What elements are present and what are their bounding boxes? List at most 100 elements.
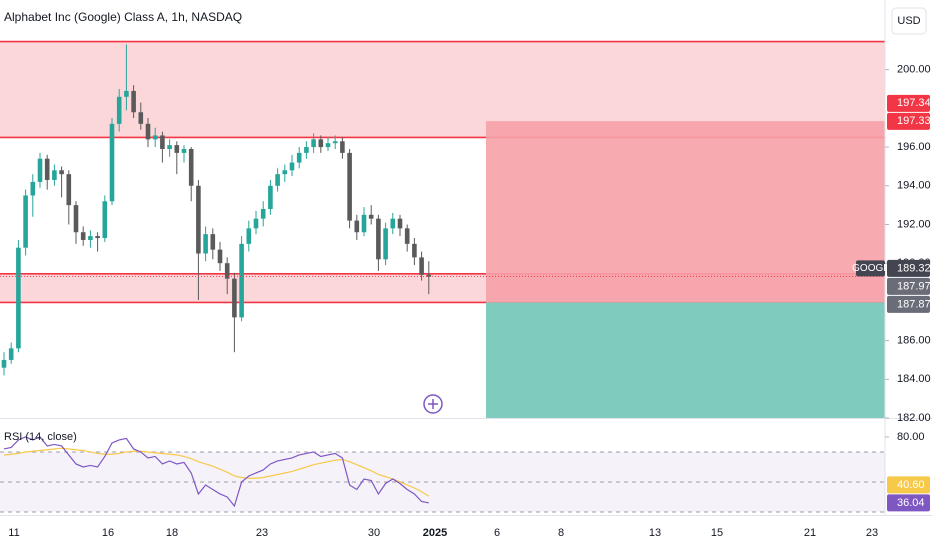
y-tick-label: 80.00: [897, 431, 925, 443]
candle-body: [124, 90, 129, 97]
candle-body: [347, 152, 352, 221]
price-tag: [887, 112, 930, 130]
candle-body: [376, 218, 381, 260]
candle-body: [73, 205, 79, 233]
candle-body: [217, 249, 223, 264]
candle-body: [174, 145, 180, 153]
candle-body: [188, 149, 194, 186]
candle-body: [160, 135, 165, 150]
candle-body: [311, 139, 316, 148]
x-tick-label: 23: [256, 527, 268, 539]
candle-body: [282, 170, 288, 175]
x-tick-label: 8: [558, 527, 564, 539]
currency[interactable]: USD: [897, 15, 920, 27]
candle-body: [8, 348, 14, 360]
candle-body: [95, 236, 100, 239]
candle-body: [368, 214, 374, 219]
candle-body: [145, 123, 151, 140]
x-tick-label: 6: [494, 527, 500, 539]
candle-body: [131, 90, 136, 113]
x-tick-label: 18: [166, 527, 178, 539]
candle-body: [116, 96, 122, 124]
price-pane: [0, 40, 885, 418]
price-tag-label: 197.33: [897, 115, 931, 127]
x-tick-label: 30: [368, 527, 380, 539]
candle-body: [318, 139, 324, 148]
candle-body: [354, 220, 360, 233]
candle-body: [16, 247, 21, 349]
rsi-pane: [0, 436, 885, 513]
price-tag: [887, 259, 930, 277]
candle-body: [80, 232, 86, 240]
candle-body: [426, 274, 432, 277]
x-tick-label: 16: [102, 527, 114, 539]
candle-body: [253, 218, 259, 229]
candle-body: [167, 145, 172, 150]
currency-button[interactable]: [891, 7, 927, 35]
candle-body: [304, 147, 309, 153]
y-tick-label: 184.00: [897, 373, 931, 385]
symbol-tag-label: GOOGL: [852, 263, 889, 274]
candle-body: [246, 228, 252, 244]
y-tick-label: 192.00: [897, 218, 931, 230]
candle-body: [52, 170, 57, 180]
x-tick-label: 21: [804, 527, 816, 539]
rsi-ma-line: [3, 447, 430, 497]
candle-body: [239, 243, 244, 318]
candle-body: [260, 209, 266, 219]
price-tag: [887, 295, 930, 313]
candle-body: [340, 141, 345, 153]
candle-body: [232, 278, 237, 318]
candle-body: [23, 195, 28, 248]
x-tick-label: 2025: [423, 527, 447, 539]
candle-body: [109, 123, 115, 202]
y-tick-label: 196.00: [897, 141, 931, 153]
price-tag-label: 40.60: [897, 479, 925, 491]
candle-body: [361, 214, 367, 233]
add-icon-plus: [428, 399, 438, 409]
candle-body: [44, 158, 50, 180]
rsi-title: RSI (14, close): [4, 431, 77, 443]
price-tag-label: 189.32: [897, 262, 931, 274]
candle-body: [332, 141, 338, 144]
candle-body: [289, 162, 295, 171]
rsi-line: [3, 436, 429, 508]
candle-body: [412, 243, 417, 258]
stop-area: [486, 121, 885, 303]
candle-body: [404, 228, 410, 244]
price-tag-label: 187.87: [897, 298, 931, 310]
y-tick-label: 186.00: [897, 334, 931, 346]
candle-body: [390, 218, 396, 229]
candle-body: [275, 174, 280, 186]
y-tick-label: 200.00: [897, 64, 931, 76]
candle-body: [30, 181, 36, 196]
price-tag-label: 187.97: [897, 280, 931, 292]
price-tag-label: 36.04: [897, 497, 925, 509]
candle-body: [419, 257, 424, 275]
candle-body: [1, 359, 7, 368]
candle-body: [37, 158, 43, 182]
price-tag: [887, 476, 930, 494]
candle-body: [102, 201, 108, 239]
x-tick-label: 15: [711, 527, 723, 539]
candle-body: [59, 170, 64, 175]
candle-body: [268, 185, 273, 209]
candle-body: [296, 152, 302, 163]
y-tick-label: 194.00: [897, 180, 931, 192]
candle-body: [210, 234, 216, 250]
candle-body: [88, 236, 93, 240]
candle-body: [66, 174, 72, 206]
price-tag-label: 197.34: [897, 97, 931, 109]
symbol-tag: [856, 260, 885, 277]
x-tick-label: 23: [866, 527, 878, 539]
candle-body: [152, 135, 158, 140]
candle-body: [383, 228, 388, 260]
candle-body: [397, 218, 403, 229]
candle-body: [203, 234, 208, 254]
candle-body: [196, 185, 201, 254]
price-tag: [887, 94, 930, 112]
candle-body: [138, 112, 144, 124]
candle-body: [181, 149, 187, 153]
